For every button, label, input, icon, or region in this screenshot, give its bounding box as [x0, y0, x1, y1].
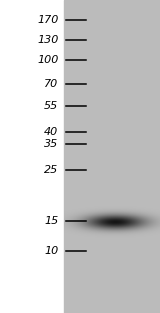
Text: 100: 100	[37, 55, 58, 65]
Text: 15: 15	[44, 216, 58, 226]
Text: 10: 10	[44, 246, 58, 256]
Text: 130: 130	[37, 35, 58, 45]
Text: 170: 170	[37, 15, 58, 25]
Text: 25: 25	[44, 165, 58, 175]
Text: 70: 70	[44, 79, 58, 89]
Bar	[0, 0, 64, 313]
Text: 40: 40	[44, 127, 58, 137]
Text: 55: 55	[44, 101, 58, 111]
Bar	[64, 0, 160, 313]
Text: 35: 35	[44, 139, 58, 149]
